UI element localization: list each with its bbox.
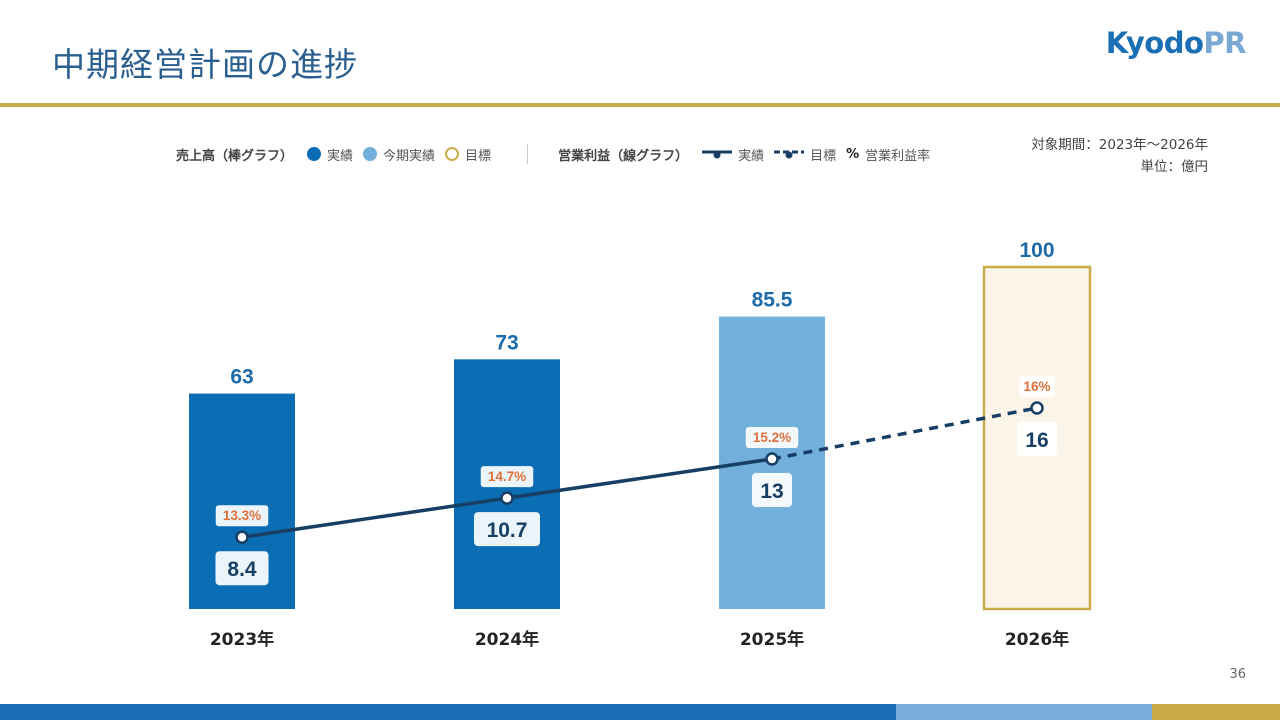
legend-label-margin: 営業利益率 — [865, 148, 931, 164]
legend-percent-symbol: % — [846, 146, 860, 162]
legend-label-sales-target: 目標 — [465, 148, 492, 164]
sales-value-label: 73 — [495, 331, 518, 354]
profit-value-label: 13 — [760, 480, 783, 503]
logo-text-pr: PR — [1203, 26, 1246, 60]
profit-value-label: 10.7 — [487, 519, 528, 542]
profit-value-label: 16 — [1025, 429, 1048, 452]
margin-value-label: 16% — [1023, 379, 1050, 394]
legend-item-profit-actual: 実績 — [702, 145, 764, 164]
page-number: 36 — [1229, 667, 1246, 682]
chart-legend: 売上高（棒グラフ） 実績 今期実績 目標 営業利益（線グラフ） 実績 目標 % … — [176, 144, 940, 164]
sales-value-label: 63 — [230, 366, 253, 389]
period-label: 対象期間：2023年〜2026年 — [1031, 137, 1208, 153]
footer-bar — [0, 704, 1280, 720]
profit-value-label: 8.4 — [227, 558, 257, 581]
legend-item-margin: % 営業利益率 — [846, 145, 930, 164]
legend-item-sales-current: 今期実績 — [363, 145, 435, 164]
margin-label-box — [480, 466, 534, 488]
x-tick-label: 2024年 — [475, 629, 539, 650]
legend-item-sales-actual: 実績 — [307, 145, 353, 164]
profit-line-segment — [506, 457, 773, 500]
legend-label-sales-current: 今期実績 — [383, 148, 436, 164]
legend-ring-target-icon — [445, 147, 460, 161]
x-tick-label: 2023年 — [210, 629, 274, 650]
profit-target-line-segment — [771, 406, 1038, 461]
header-divider — [0, 103, 1280, 107]
profit-point — [500, 491, 514, 505]
legend-dot-actual-icon — [307, 147, 322, 161]
chart-meta: 対象期間：2023年〜2026年 単位：億円 — [1031, 134, 1208, 178]
legend-item-sales-target: 目標 — [445, 145, 491, 164]
page-title: 中期経営計画の進捗 — [52, 45, 358, 84]
sales-value-label: 100 — [1019, 239, 1054, 262]
legend-sales-group: 売上高（棒グラフ） — [176, 148, 294, 164]
legend-label-profit-target: 目標 — [810, 148, 837, 164]
margin-value-label: 15.2% — [753, 430, 791, 445]
profit-point — [1030, 401, 1044, 415]
legend-dot-current-icon — [363, 147, 378, 161]
legend-item-profit-target: 目標 — [774, 145, 836, 164]
margin-value-label: 14.7% — [488, 469, 526, 484]
profit-value-box — [215, 551, 269, 586]
profit-line-segment — [241, 496, 508, 539]
margin-label-box — [1019, 376, 1055, 397]
profit-value-box — [1017, 422, 1057, 456]
solid-line-icon — [702, 150, 733, 159]
legend-separator — [527, 144, 529, 164]
legend-label-sales-actual: 実績 — [327, 148, 354, 164]
footer-segment-lightblue — [896, 704, 1152, 720]
legend-profit-group: 営業利益（線グラフ） — [558, 148, 689, 164]
profit-value-box — [752, 473, 792, 507]
x-tick-label: 2025年 — [740, 629, 804, 650]
profit-value-box — [474, 512, 540, 547]
footer-segment-gold — [1152, 704, 1280, 720]
unit-label: 単位：億円 — [1140, 159, 1209, 175]
footer-segment-blue — [0, 704, 896, 720]
company-logo: KyodoPR — [1105, 26, 1247, 60]
profit-point — [765, 452, 779, 466]
sales-value-label: 85.5 — [752, 289, 793, 312]
margin-value-label: 13.3% — [223, 508, 261, 523]
dashed-line-icon — [774, 150, 805, 159]
margin-label-box — [215, 505, 269, 527]
margin-label-box — [745, 427, 799, 448]
x-tick-label: 2026年 — [1005, 629, 1069, 650]
logo-text-kyodo: Kyodo — [1105, 26, 1204, 60]
legend-label-profit-actual: 実績 — [738, 148, 765, 164]
profit-point — [235, 530, 249, 544]
